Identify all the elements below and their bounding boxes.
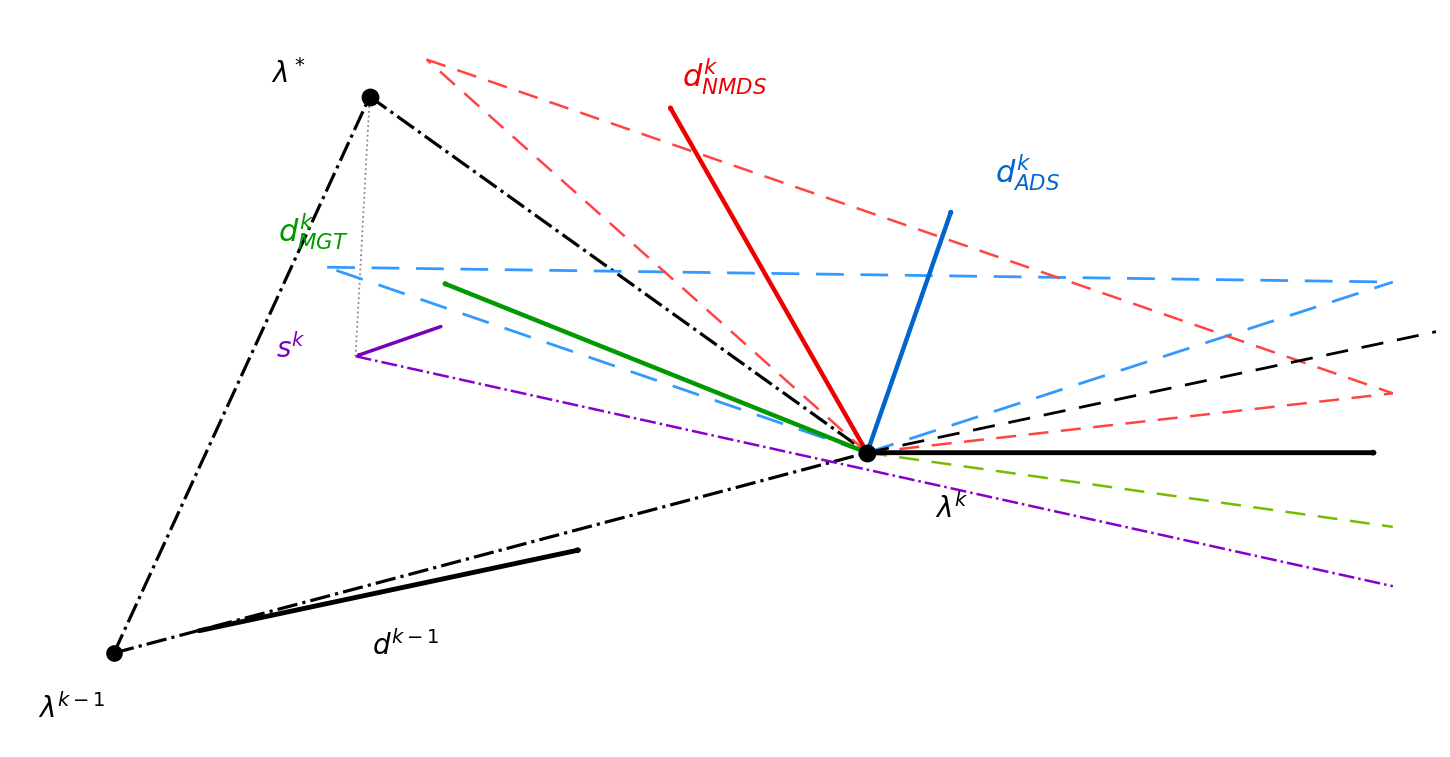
FancyArrowPatch shape xyxy=(867,212,951,453)
FancyArrowPatch shape xyxy=(670,107,867,453)
Point xyxy=(103,647,126,659)
Text: $d_{NMDS}^{k}$: $d_{NMDS}^{k}$ xyxy=(683,56,767,97)
Text: $\lambda^{k}$: $\lambda^{k}$ xyxy=(935,494,969,524)
Point xyxy=(856,447,879,459)
FancyArrowPatch shape xyxy=(445,284,867,453)
Text: $d_{MGT}^{k}$: $d_{MGT}^{k}$ xyxy=(277,212,348,252)
Text: $\lambda^{k-1}$: $\lambda^{k-1}$ xyxy=(38,693,104,724)
Text: $\lambda^*$: $\lambda^*$ xyxy=(271,59,306,89)
FancyArrowPatch shape xyxy=(199,550,579,631)
Point xyxy=(358,91,381,103)
Text: $s^k$: $s^k$ xyxy=(276,334,306,364)
FancyArrowPatch shape xyxy=(358,326,441,355)
Text: $d_{ADS}^{k}$: $d_{ADS}^{k}$ xyxy=(995,152,1060,193)
FancyArrowPatch shape xyxy=(867,452,1375,453)
Text: $d^{k-1}$: $d^{k-1}$ xyxy=(371,631,439,662)
